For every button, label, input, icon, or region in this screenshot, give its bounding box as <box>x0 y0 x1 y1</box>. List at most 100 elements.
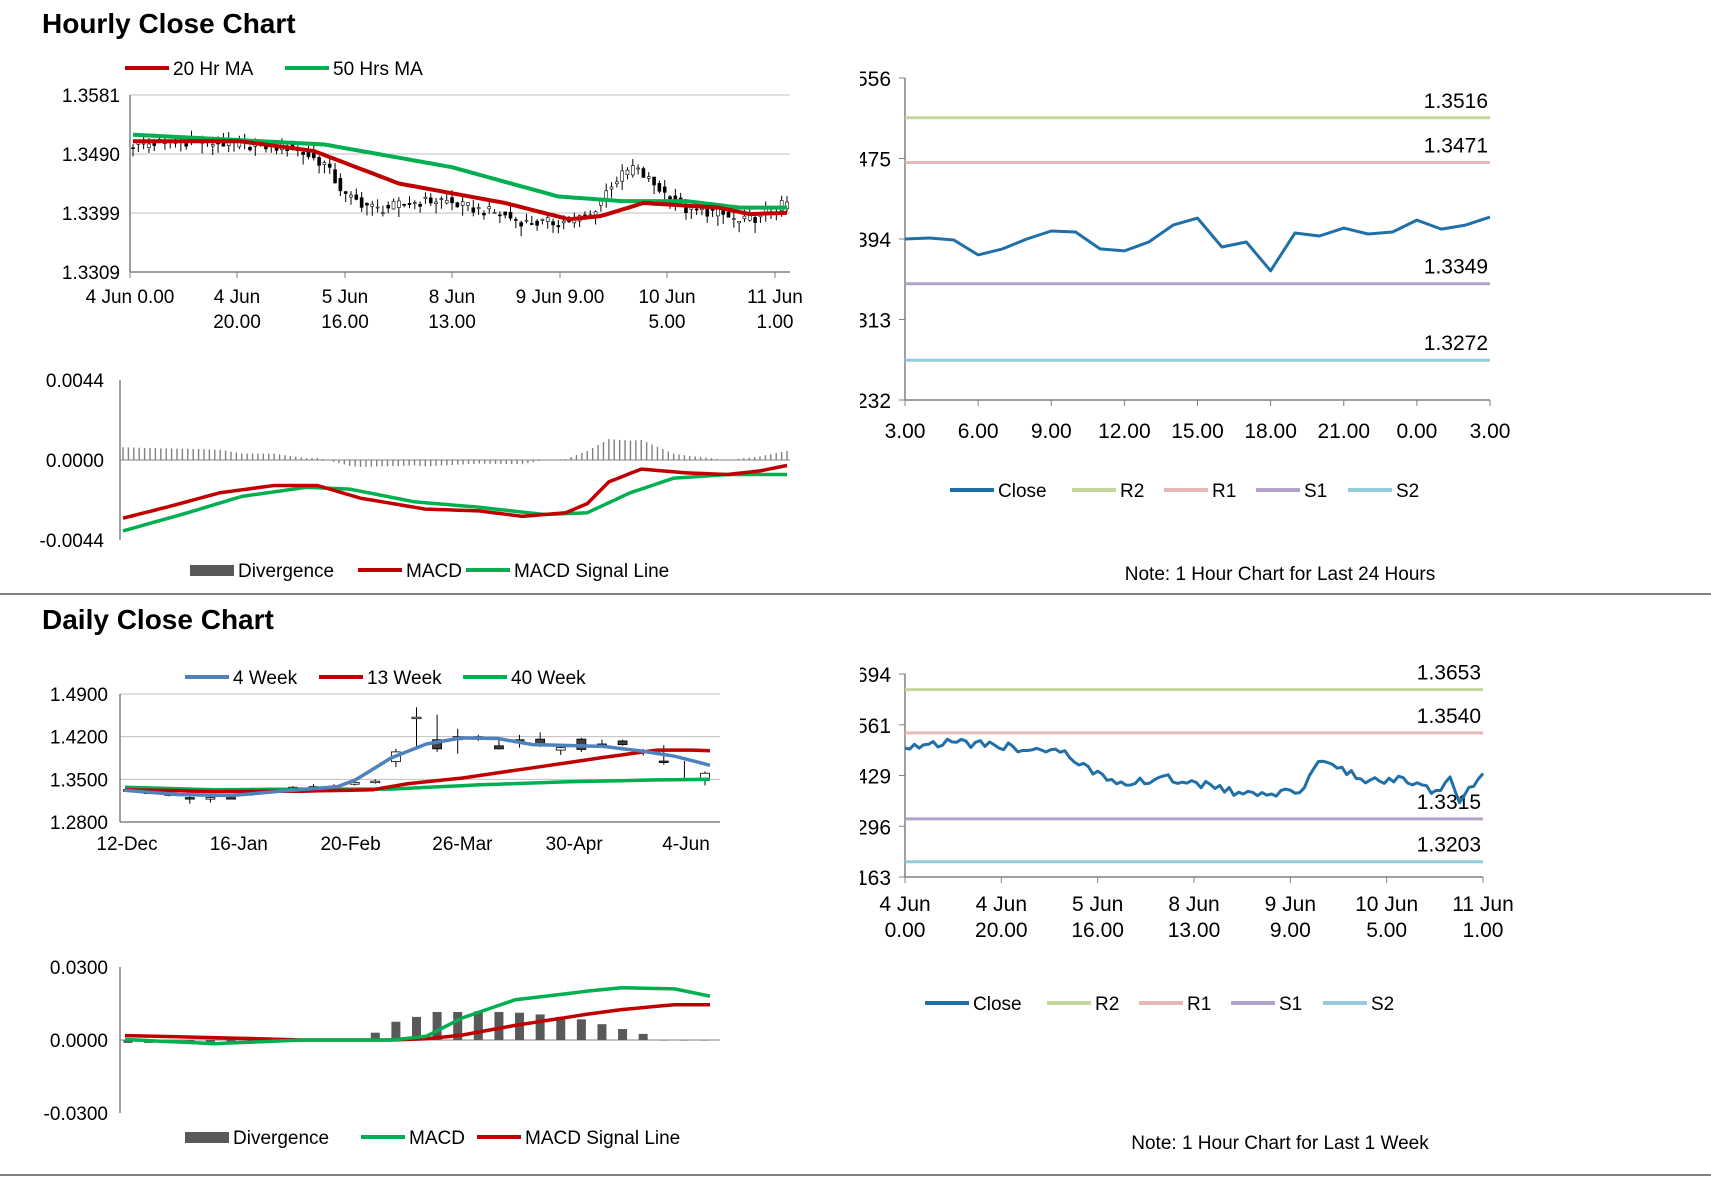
y-tick-label: 1.3399 <box>62 204 120 225</box>
candle-body <box>365 202 369 206</box>
level-label-r1: 1.3540 <box>1417 705 1481 728</box>
candle-body <box>737 220 741 224</box>
x-tick-label: 8 Jun <box>1168 893 1219 916</box>
candle-body <box>519 222 523 227</box>
candle-body <box>411 716 422 720</box>
candle-body <box>210 144 215 147</box>
candle-body <box>423 196 428 199</box>
divergence-bar <box>494 1012 504 1040</box>
hourly-macd-chart: 0.0044 0.0000 -0.0044 Divergence MACD MACD Si… <box>40 371 790 582</box>
legend-label: S1 <box>1279 994 1302 1015</box>
x-tick-label: 20.00 <box>975 919 1028 942</box>
candle-body <box>354 194 359 200</box>
hourly-price-chart: 1.3581 1.3490 1.3399 1.3309 4 Jun 0.00 4 Jun 2… <box>62 59 803 333</box>
candle-body <box>742 215 747 219</box>
level-label-s2: 1.3272 <box>1424 332 1488 355</box>
candle-body <box>492 212 497 214</box>
candle-body <box>551 221 555 226</box>
legend-label: 50 Hrs MA <box>333 59 423 80</box>
candle-body <box>646 176 651 179</box>
legend-label: 13 Week <box>367 668 442 689</box>
y-tick-label: 1.3394 <box>860 229 891 252</box>
candle-body <box>147 143 151 148</box>
legend-label: 20 Hr MA <box>173 59 254 80</box>
y-tick-label: 1.3429 <box>860 766 891 789</box>
x-tick-label: 9 Jun <box>1265 893 1316 916</box>
y-tick-label: 1.3313 <box>860 310 891 333</box>
weekly-pivot-chart: 1.3694 1.3561 1.3429 1.3296 1.3163 1.3653 1.35… <box>860 662 1514 1015</box>
x-tick-label: 9 Jun 9.00 <box>516 287 605 308</box>
y-tick-label: -0.0300 <box>44 1104 108 1125</box>
candle-body <box>141 142 146 145</box>
y-tick-label: 1.3475 <box>860 149 891 172</box>
candle-body <box>652 176 656 186</box>
candle-body <box>359 197 364 208</box>
candle-body <box>535 220 539 226</box>
candle-body <box>248 146 252 151</box>
x-tick-label: 16-Jan <box>210 834 268 855</box>
candle-body <box>301 151 305 155</box>
legend-label: MACD <box>406 561 462 582</box>
candle-body <box>327 163 332 168</box>
candle-body <box>407 203 412 205</box>
candle-body <box>471 207 476 213</box>
legend-label: R2 <box>1120 481 1144 502</box>
x-tick-label: 0.00 <box>1396 420 1437 443</box>
level-label-r2: 1.3653 <box>1417 662 1481 685</box>
candle-body <box>370 203 375 207</box>
divergence-bar <box>659 1040 669 1041</box>
bottom-divider <box>0 1174 1711 1176</box>
legend-label: MACD Signal Line <box>525 1128 680 1149</box>
candle-body <box>494 745 504 750</box>
hourly-section-title: Hourly Close Chart <box>42 8 296 39</box>
candle-body <box>418 203 422 207</box>
candle-body <box>391 200 396 210</box>
daily-macd-chart: 0.0300 0.0000 -0.0300 Divergence MACD MACD Si… <box>44 958 720 1149</box>
x-tick-label: 5.00 <box>1366 919 1407 942</box>
y-tick-label: 1.3694 <box>860 664 891 687</box>
x-tick-label: 16.00 <box>1071 919 1124 942</box>
candle-body <box>609 186 614 190</box>
candle-body <box>264 146 268 150</box>
x-tick-label: 1.00 <box>757 312 794 333</box>
legend-label: S2 <box>1396 481 1419 502</box>
candle-body <box>498 214 502 217</box>
x-tick-label: 26-Mar <box>432 834 493 855</box>
legend-label: MACD <box>409 1128 465 1149</box>
x-tick-label: 5 Jun <box>1072 893 1123 916</box>
candle-body <box>555 747 566 751</box>
x-tick-label: 11 Jun <box>747 287 803 308</box>
x-tick-label: 13.00 <box>428 312 476 333</box>
x-tick-label: 9.00 <box>1270 919 1311 942</box>
divergence-bar <box>226 1040 236 1042</box>
candle-body <box>311 152 316 159</box>
y-tick-label: -0.0044 <box>40 531 105 552</box>
week4-line <box>124 736 711 798</box>
candle-body <box>402 203 406 206</box>
legend-label: S1 <box>1304 481 1327 502</box>
legend-label: S2 <box>1371 994 1394 1015</box>
legend-label: R1 <box>1212 481 1236 502</box>
x-tick-label: 11 Jun <box>1452 893 1514 916</box>
candle-body <box>545 217 550 222</box>
candle-body <box>482 213 486 216</box>
candle-body <box>413 202 417 204</box>
candle-body <box>476 207 481 210</box>
candle-body <box>561 220 566 224</box>
level-label-s1: 1.3349 <box>1424 256 1488 279</box>
week40-line <box>124 777 711 792</box>
level-label-s2: 1.3203 <box>1417 834 1481 857</box>
candle-body <box>593 211 598 216</box>
candle-body <box>460 201 465 206</box>
legend-label: MACD Signal Line <box>514 561 669 582</box>
y-tick-label: 1.3581 <box>62 86 120 107</box>
x-tick-label: 20-Feb <box>320 834 380 855</box>
candle-body <box>434 201 438 204</box>
x-tick-label: 8 Jun <box>429 287 475 308</box>
divergence-bar <box>205 1040 215 1042</box>
x-tick-label: 4-Jun <box>662 834 710 855</box>
divergence-bar <box>535 1014 545 1040</box>
candle-body <box>444 200 449 204</box>
